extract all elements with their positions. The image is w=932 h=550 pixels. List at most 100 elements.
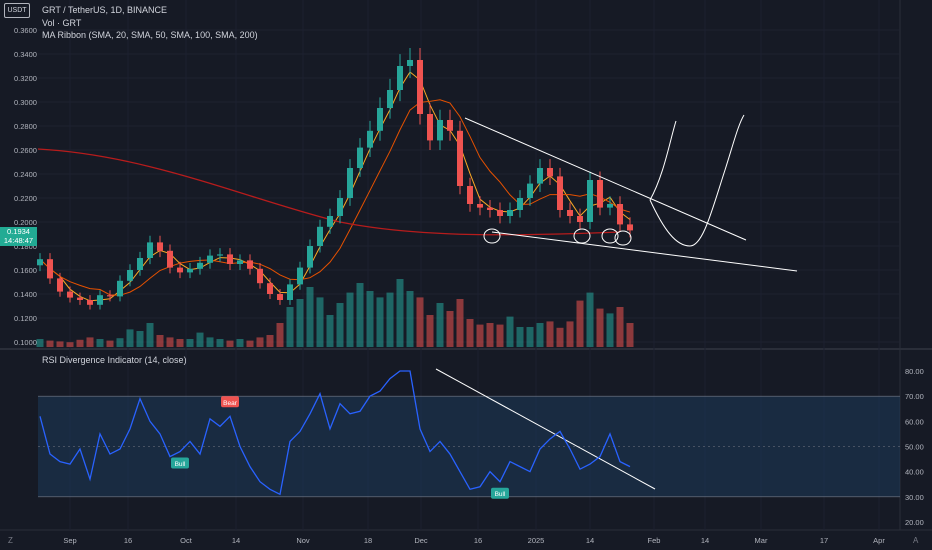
volume-bar	[196, 332, 204, 347]
volume-bar	[456, 299, 464, 347]
last-price-tag: 0.1934 14:48:47	[0, 227, 37, 246]
candle-body	[617, 204, 623, 225]
candle-body	[37, 259, 43, 266]
volume-bar	[396, 279, 404, 347]
volume-bar	[236, 339, 244, 347]
projection-curve	[649, 114, 745, 247]
candle-body	[497, 210, 503, 216]
volume-legend: Vol · GRT	[42, 18, 82, 28]
time-tick-label: Oct	[180, 536, 193, 545]
candle-body	[577, 216, 583, 222]
candle-body	[477, 204, 483, 208]
volume-bar	[306, 287, 314, 347]
volume-bar	[226, 340, 234, 347]
signal-marker	[221, 396, 239, 408]
volume-bar	[86, 337, 94, 347]
pivot-circle	[614, 230, 632, 246]
candle-body	[67, 291, 73, 298]
volume-bar	[516, 327, 524, 347]
volume-bar	[566, 321, 574, 347]
axis-layer: 0.3600 0.3400 0.3200 0.3000 0.2800 0.2600 0.24…	[14, 26, 924, 545]
time-tick-label: 18	[364, 536, 372, 545]
candle-body	[447, 120, 453, 131]
price-tick-label: 0.2200	[14, 194, 37, 203]
price-tick-label: 0.1400	[14, 290, 37, 299]
symbol-legend: GRT / TetherUS, 1D, BINANCE	[42, 5, 168, 15]
time-tick-label: 16	[474, 536, 482, 545]
volume-bar	[326, 315, 334, 347]
time-tick-label: 17	[820, 536, 828, 545]
signal-marker	[491, 487, 509, 499]
volume-bar	[446, 311, 454, 347]
price-tick-label: 0.2400	[14, 170, 37, 179]
candle-body	[317, 226, 323, 246]
candle-body	[87, 300, 93, 305]
volume-bar	[596, 308, 604, 347]
price-tick-label: 0.1800	[14, 242, 37, 251]
volume-bar	[506, 316, 514, 347]
volume-bar	[606, 313, 614, 347]
drawing-layer[interactable]	[435, 114, 798, 490]
volume-bar	[546, 321, 554, 347]
rsi-tick-label: 40.00	[905, 468, 924, 477]
candle-body	[357, 147, 363, 168]
price-axis: 0.3600 0.3400 0.3200 0.3000 0.2800 0.2600 0.24…	[14, 26, 37, 347]
volume-bar	[296, 299, 304, 347]
candle-body	[347, 168, 353, 198]
price-tick-label: 0.3600	[14, 26, 37, 35]
volume-bar	[416, 297, 424, 347]
currency-button[interactable]: USDT	[4, 3, 30, 18]
price-tick-label: 0.3400	[14, 50, 37, 59]
rsi-tick-label: 50.00	[905, 443, 924, 452]
ma-ribbon-legend: MA Ribbon (SMA, 20, SMA, 50, SMA, 100, S…	[42, 30, 258, 40]
candle-body	[207, 255, 213, 263]
price-tick-label: 0.1600	[14, 266, 37, 275]
time-tick-label: 16	[124, 536, 132, 545]
time-tick-label: Mar	[755, 536, 768, 545]
candle-body	[287, 284, 293, 300]
candle-body	[257, 268, 263, 284]
price-tick-label: 0.2800	[14, 122, 37, 131]
volume-bar	[316, 297, 324, 347]
candle-body	[247, 260, 253, 269]
volume-bar	[246, 340, 254, 347]
bar-countdown: 14:48:47	[3, 236, 34, 245]
candle-body	[137, 258, 143, 270]
volume-bar	[46, 340, 54, 347]
price-tick-label: 0.2600	[14, 146, 37, 155]
volume-layer	[36, 279, 634, 347]
volume-bar	[206, 337, 214, 347]
volume-bar	[486, 323, 494, 347]
time-tick-label: Feb	[648, 536, 661, 545]
candle-body	[227, 254, 233, 264]
zoom-icon[interactable]: Z	[8, 536, 13, 545]
candle-body	[517, 198, 523, 210]
price-tick-label: 0.1200	[14, 314, 37, 323]
candle-body	[297, 267, 303, 285]
candle-body	[407, 60, 413, 66]
volume-bar	[576, 300, 584, 347]
candle-body	[77, 297, 83, 300]
time-axis: Sep 16 Oct 14 Nov 18 Dec 16 2025 14 Feb 14 Mar 17 Apr	[63, 536, 885, 545]
candle-body	[117, 280, 123, 297]
candle-body	[607, 204, 613, 208]
volume-bar	[286, 307, 294, 347]
candle-body	[337, 198, 343, 216]
sma-50-line	[39, 99, 631, 296]
rsi-tick-label: 70.00	[905, 392, 924, 401]
volume-bar	[116, 338, 124, 347]
candle-body	[417, 60, 423, 114]
candle-body	[507, 210, 513, 216]
candle-body	[97, 295, 103, 305]
volume-bar	[336, 303, 344, 347]
time-tick-label: 14	[701, 536, 709, 545]
auto-scale-icon[interactable]: A	[913, 536, 919, 545]
candle-body	[627, 224, 633, 231]
volume-bar	[496, 324, 504, 347]
volume-bar	[136, 331, 144, 347]
volume-bar	[586, 292, 594, 347]
price-tick-label: 0.3200	[14, 74, 37, 83]
volume-bar	[106, 340, 114, 347]
pivot-circle	[483, 228, 501, 244]
